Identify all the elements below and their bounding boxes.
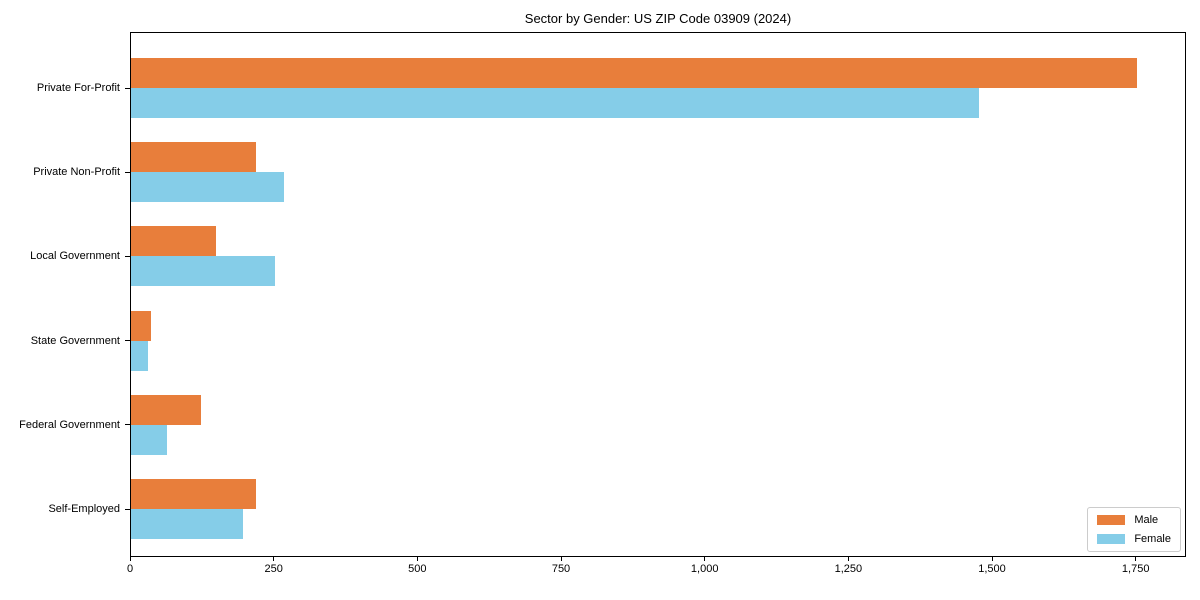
x-tick-label: 1,000 bbox=[690, 563, 719, 575]
y-tick-mark bbox=[125, 87, 130, 89]
female-bar-0 bbox=[131, 88, 979, 118]
x-tick-label: 250 bbox=[264, 563, 283, 575]
x-tick-mark bbox=[1135, 557, 1137, 561]
male-bar-5 bbox=[131, 479, 257, 509]
male-bar-2 bbox=[131, 226, 217, 257]
y-tick-mark bbox=[125, 508, 130, 510]
x-tick-label: 1,750 bbox=[1121, 563, 1150, 575]
female-bar-4 bbox=[131, 424, 168, 455]
female-bar-3 bbox=[131, 340, 148, 371]
x-tick-mark bbox=[991, 557, 993, 561]
legend: Male Female bbox=[1087, 507, 1181, 552]
x-tick-label: 1,250 bbox=[834, 563, 863, 575]
y-tick-mark bbox=[125, 171, 130, 173]
x-tick-label: 1,500 bbox=[978, 563, 1006, 575]
x-tick-label: 0 bbox=[126, 563, 134, 575]
y-tick-label-3: State Government bbox=[30, 334, 120, 347]
male-bar-4 bbox=[131, 394, 202, 425]
y-tick-label-0: Private For-Profit bbox=[36, 82, 120, 94]
chart-title: Sector by Gender: US ZIP Code 03909 (202… bbox=[524, 11, 792, 26]
y-tick-label-4: Federal Government bbox=[19, 418, 120, 431]
female-bar-5 bbox=[131, 509, 244, 539]
y-axis: Private For-Profit Private Non-Profit Loca… bbox=[0, 32, 130, 557]
x-tick-mark bbox=[847, 557, 849, 561]
x-tick-mark bbox=[704, 557, 706, 561]
y-tick-mark bbox=[125, 255, 130, 257]
plot-area: Male Female bbox=[130, 32, 1186, 557]
legend-label-female: Female bbox=[1134, 533, 1171, 545]
female-bar-2 bbox=[131, 256, 275, 287]
x-tick-mark bbox=[129, 557, 131, 561]
y-tick-label-2: Local Government bbox=[30, 250, 120, 263]
bars-layer bbox=[131, 33, 1185, 556]
x-tick-label: 750 bbox=[551, 563, 571, 575]
y-tick-mark bbox=[125, 340, 130, 342]
y-tick-label-1: Private Non-Profit bbox=[33, 166, 120, 179]
male-series-swatch bbox=[1097, 515, 1126, 525]
male-bar-0 bbox=[131, 58, 1137, 88]
y-tick-label-5: Self-Employed bbox=[48, 503, 120, 515]
female-series-swatch bbox=[1097, 534, 1126, 544]
x-tick-label: 500 bbox=[408, 563, 427, 575]
female-bar-1 bbox=[131, 172, 285, 203]
x-tick-mark bbox=[560, 557, 562, 561]
legend-item-female: Female bbox=[1097, 533, 1171, 545]
legend-label-male: Male bbox=[1134, 514, 1159, 526]
x-tick-mark bbox=[273, 557, 275, 561]
male-bar-1 bbox=[131, 142, 257, 173]
male-bar-3 bbox=[131, 310, 151, 341]
legend-item-male: Male bbox=[1097, 514, 1171, 526]
x-axis: 0 250 500 750 1,000 1,250 1,500 1,750 bbox=[126, 557, 1186, 587]
x-tick-mark bbox=[416, 557, 418, 561]
y-tick-mark bbox=[125, 424, 130, 426]
